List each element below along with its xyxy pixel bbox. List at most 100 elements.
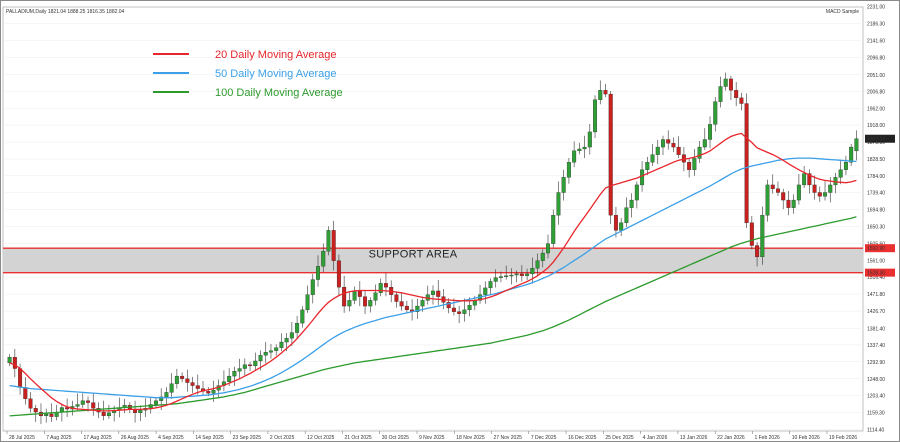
candle-body — [838, 169, 843, 178]
y-tick-label: 1694.80 — [867, 208, 885, 214]
candle-body — [289, 332, 294, 339]
y-tick-label: 2096.80 — [867, 55, 885, 61]
candle-body — [242, 364, 247, 369]
current-price-tag-bg — [865, 134, 895, 143]
candle-body — [697, 146, 702, 159]
x-tick-label: 7 Aug 2025 — [46, 435, 72, 441]
candle-body — [817, 192, 822, 197]
y-tick-label: 1114.40 — [867, 427, 885, 433]
candle-body — [509, 274, 514, 277]
candle-body — [446, 302, 451, 309]
candle-body — [666, 139, 671, 144]
y-tick-label: 1561.00 — [867, 258, 885, 264]
y-tick-label: 2186.30 — [867, 22, 885, 28]
candle-body — [12, 357, 17, 369]
candle-body — [493, 277, 498, 282]
candle-body — [457, 311, 462, 314]
y-tick-label: 1650.30 — [867, 224, 885, 230]
y-tick-label: 1426.70 — [867, 309, 885, 315]
x-tick-label: 4 Jan 2026 — [643, 435, 668, 441]
candle-body — [80, 400, 85, 405]
candle-body — [687, 162, 692, 170]
x-axis: 28 Jul 2025 7 Aug 2025 17 Aug 2025 26 Aug 2… — [6, 431, 857, 441]
candle-body — [44, 413, 49, 417]
candle-body — [101, 411, 106, 417]
candle-body — [462, 309, 467, 314]
candle-body — [7, 357, 12, 364]
candle-body — [498, 276, 503, 278]
support-lower-tag: 1528.30 — [867, 271, 885, 277]
current-price-tag: 1882.04 — [867, 137, 885, 143]
candle-body — [28, 398, 33, 409]
candle-body — [326, 230, 331, 252]
y-tick-label: 1159.30 — [867, 410, 885, 416]
support-upper-tag-bg — [865, 244, 895, 253]
candle-body — [718, 86, 723, 102]
candle-body — [284, 338, 289, 343]
legend-entry: 50 Daily Moving Average — [215, 68, 336, 80]
candle-body — [535, 260, 540, 269]
candle-body — [598, 90, 603, 100]
candle-body — [295, 322, 300, 333]
candle-body — [546, 243, 550, 254]
candle-body — [394, 294, 399, 302]
candle-body — [336, 260, 341, 288]
x-tick-label: 17 Aug 2025 — [84, 435, 112, 441]
candle-body — [702, 139, 707, 148]
x-tick-label: 19 Feb 2026 — [829, 435, 857, 441]
candle-body — [174, 375, 179, 384]
x-tick-label: 12 Oct 2025 — [307, 435, 334, 441]
x-tick-label: 30 Oct 2025 — [382, 435, 409, 441]
candle-body — [195, 385, 200, 389]
candle-body — [363, 296, 368, 307]
candle-body — [268, 350, 273, 353]
candle-body — [640, 169, 645, 186]
support-zone-label: SUPPORT AREA — [369, 248, 458, 260]
candle-body — [728, 78, 733, 91]
candle-body — [378, 283, 383, 293]
x-tick-label: 1 Feb 2026 — [754, 435, 780, 441]
y-tick-label: 1784.00 — [867, 174, 885, 180]
candle-body — [781, 192, 786, 201]
y-tick-label: 1292.90 — [867, 360, 885, 366]
x-tick-label: 2 Oct 2025 — [270, 435, 295, 441]
candle-body — [770, 184, 775, 189]
candle-body — [749, 222, 754, 246]
candles — [7, 72, 859, 425]
support-upper-tag: 1592.90 — [867, 246, 885, 252]
x-tick-label: 13 Jan 2026 — [680, 435, 708, 441]
candle-body — [854, 138, 859, 152]
candle-body — [305, 294, 310, 311]
legend-entry: 20 Daily Moving Average — [215, 49, 336, 61]
candle-body — [713, 101, 718, 125]
candle-body — [708, 124, 713, 140]
y-tick-label: 1918.00 — [867, 123, 885, 129]
x-tick-label: 28 Jul 2025 — [9, 435, 35, 441]
x-tick-label: 23 Sep 2025 — [233, 435, 262, 441]
candle-body — [33, 408, 38, 413]
candle-body — [786, 199, 791, 208]
candle-body — [258, 355, 263, 362]
candle-body — [645, 162, 650, 170]
x-tick-label: 25 Dec 2025 — [605, 435, 634, 441]
candle-body — [765, 184, 770, 216]
candle-body — [232, 371, 237, 377]
candle-body — [352, 290, 357, 301]
x-tick-label: 4 Sep 2025 — [158, 435, 184, 441]
candle-body — [619, 222, 624, 231]
candle-body — [791, 199, 796, 208]
candle-body — [436, 290, 441, 297]
y-tick-label: 1337.40 — [867, 343, 885, 349]
y-tick-label: 1381.40 — [867, 326, 885, 332]
candle-body — [263, 352, 268, 356]
candle-body — [739, 97, 744, 104]
x-tick-label: 27 Nov 2025 — [494, 435, 523, 441]
candle-body — [153, 400, 158, 405]
y-tick-label: 1516.40 — [867, 275, 885, 281]
x-tick-label: 10 Feb 2026 — [792, 435, 820, 441]
candle-body — [164, 392, 169, 398]
candle-body — [399, 301, 404, 307]
candle-body — [504, 275, 509, 277]
candle-body — [828, 184, 833, 193]
